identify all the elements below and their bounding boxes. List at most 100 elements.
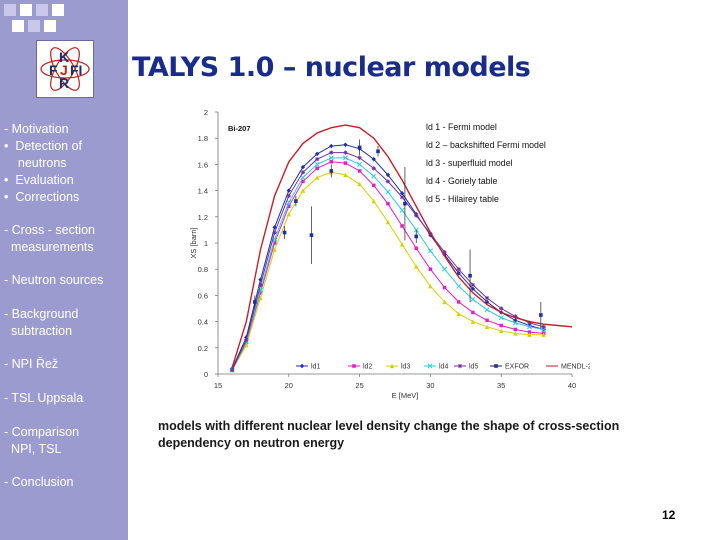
sidebar-item-tsl-uppsala[interactable]: - TSL Uppsala — [4, 391, 84, 405]
sidebar-item-motivation[interactable]: - Motivation • Detection of neutrons • E… — [4, 122, 83, 204]
data-point-ld2 — [301, 179, 305, 184]
data-point-ld1 — [343, 142, 348, 147]
data-point-ld5 — [456, 267, 461, 272]
data-point-ld2 — [442, 285, 447, 290]
data-point-ld1 — [385, 172, 391, 178]
x-tick-label: 20 — [285, 381, 293, 390]
sidebar-item-neutron-sources[interactable]: - Neutron sources — [4, 273, 104, 287]
data-point-ld1 — [272, 225, 277, 230]
x-tick-label: 40 — [568, 381, 576, 390]
legend-marker — [427, 363, 433, 369]
sidebar-item-comparison[interactable]: - Comparison NPI, TSL — [4, 425, 80, 456]
y-tick-label: 1.8 — [198, 134, 208, 143]
data-point-ld4 — [442, 266, 448, 272]
data-point-ld4 — [328, 155, 334, 161]
y-tick-label: 0.6 — [198, 291, 208, 300]
legend-label: EXFOR — [505, 364, 529, 371]
exfor-point — [294, 199, 298, 203]
data-point-ld2 — [258, 291, 263, 295]
exfor-point — [539, 313, 543, 317]
logo-letter-j: J — [60, 62, 68, 78]
model-note: ld 3 - superfluid model — [426, 158, 513, 168]
sidebar-item-conclusion[interactable]: - Conclusion — [4, 475, 74, 489]
exfor-point — [376, 149, 380, 154]
exfor-point — [357, 145, 362, 150]
x-tick-label: 15 — [214, 381, 222, 390]
data-point-ld5 — [300, 170, 306, 175]
y-tick-label: 0 — [204, 370, 208, 379]
series-line-mendl-2 — [231, 124, 573, 368]
sidebar-item-background[interactable]: - Background subtraction — [4, 307, 79, 338]
legend-label: ld2 — [363, 364, 372, 371]
sidebar-item-npi-rez[interactable]: - NPI Řež — [4, 357, 59, 371]
data-point-ld5 — [272, 230, 277, 235]
data-point-ld5 — [527, 320, 532, 326]
data-point-ld5 — [371, 166, 376, 171]
model-note: ld 2 – backshifted Fermi model — [426, 140, 546, 150]
corner-decoration — [0, 0, 80, 36]
data-point-ld2 — [400, 224, 404, 228]
data-point-ld5 — [541, 324, 546, 330]
slide-caption: models with different nuclear level dens… — [158, 419, 620, 450]
data-point-ld2 — [357, 169, 362, 173]
data-point-ld4 — [300, 174, 306, 181]
exfor-point — [414, 234, 419, 239]
data-point-ld4 — [357, 161, 363, 167]
data-point-ld3 — [314, 175, 320, 180]
legend-marker — [299, 363, 305, 369]
data-point-ld5 — [244, 337, 249, 343]
data-point-ld3 — [527, 332, 532, 337]
data-point-ld1 — [314, 151, 320, 157]
data-point-ld4 — [399, 207, 405, 213]
x-tick-label: 30 — [426, 381, 434, 390]
data-point-ld2 — [485, 318, 489, 323]
data-point-ld3 — [484, 324, 490, 330]
data-point-ld1 — [329, 143, 334, 149]
data-point-ld5 — [329, 150, 334, 155]
y-tick-label: 0.4 — [198, 318, 208, 327]
data-point-ld4 — [484, 307, 490, 313]
kjfi-logo: K F J FI R — [36, 40, 94, 98]
data-point-ld2 — [272, 241, 277, 245]
legend-marker — [389, 363, 395, 369]
data-point-ld4 — [342, 155, 348, 161]
legend-marker — [494, 364, 498, 368]
data-point-ld1 — [470, 286, 476, 292]
data-point-ld2 — [244, 340, 249, 345]
data-point-ld5 — [414, 213, 419, 218]
data-point-ld5 — [484, 295, 490, 301]
legend-label: ld1 — [311, 364, 320, 371]
y-tick-label: 0.2 — [198, 344, 208, 353]
data-point-ld2 — [456, 300, 461, 304]
data-point-ld3 — [244, 342, 249, 348]
data-point-ld3 — [428, 284, 433, 289]
cross-section-chart: 0 0.2 0.4 0.6 0.8 1 1.2 1.4 1.6 1.8 2 15 20 25 30 35 40 E… — [190, 108, 590, 400]
data-point-ld2 — [414, 246, 418, 250]
logo-letter-f: F — [49, 62, 58, 78]
data-point-ld4 — [498, 315, 504, 321]
legend-label: ld5 — [469, 364, 478, 371]
exfor-point — [253, 300, 257, 304]
y-tick-label: 1.6 — [198, 160, 208, 169]
data-point-ld2 — [471, 310, 475, 315]
exfor-point — [329, 169, 334, 173]
atom-icon — [40, 47, 90, 91]
data-point-ld2 — [527, 330, 532, 334]
x-tick-label: 35 — [497, 381, 505, 390]
data-point-ld3 — [300, 188, 306, 193]
data-point-ld5 — [258, 282, 263, 288]
data-point-ld5 — [499, 306, 504, 311]
exfor-point — [309, 233, 314, 237]
data-point-ld5 — [399, 194, 405, 200]
sidebar-item-cross-section[interactable]: - Cross - section measurements — [4, 223, 95, 254]
data-point-ld5 — [229, 367, 235, 373]
data-point-ld3 — [470, 319, 476, 324]
model-note: ld 4 - Goriely table — [426, 176, 497, 186]
data-point-ld3 — [286, 211, 291, 217]
model-note: ld 5 - Hilairey table — [426, 194, 499, 204]
data-point-ld4 — [413, 227, 419, 233]
data-point-ld5 — [286, 193, 291, 199]
y-tick-label: 1 — [204, 239, 208, 248]
data-point-ld3 — [343, 172, 348, 178]
logo-letter-fi: FI — [70, 62, 83, 78]
